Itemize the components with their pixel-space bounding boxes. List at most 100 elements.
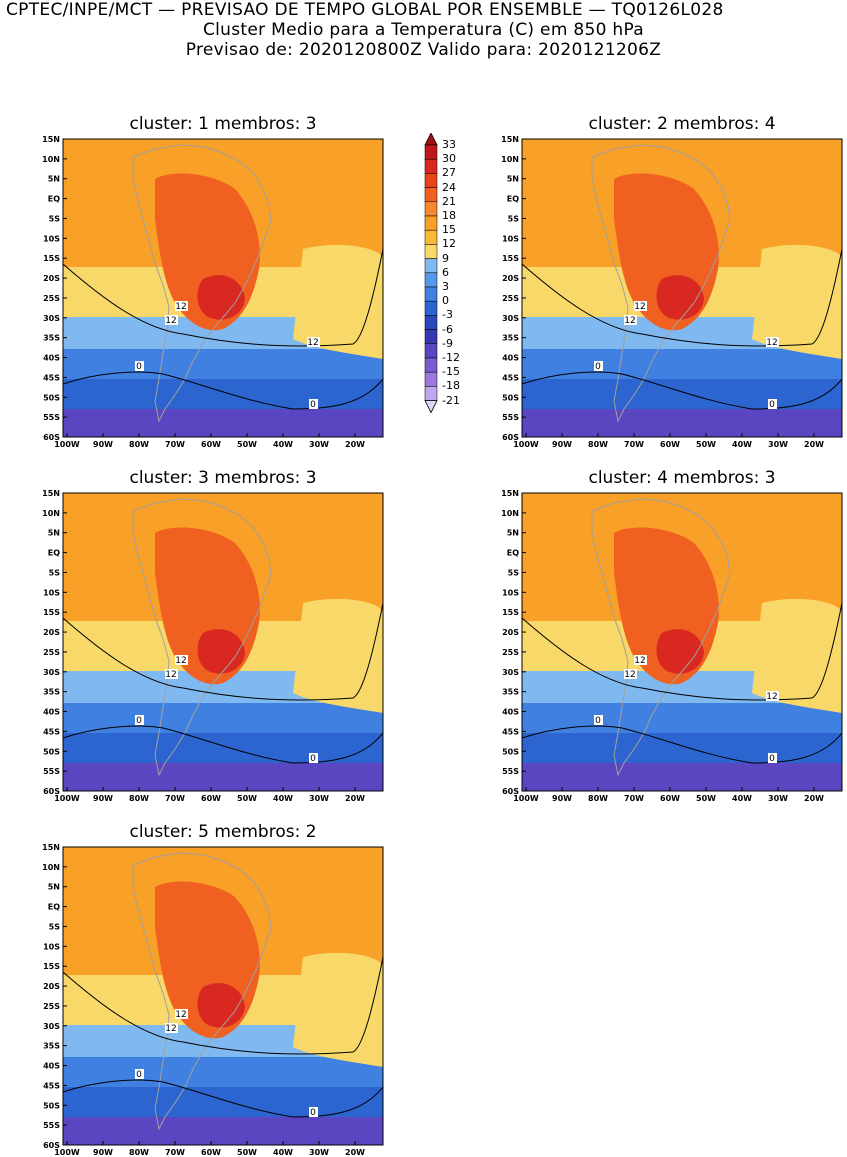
- lat-tick-label: 25S: [43, 294, 60, 303]
- colorbar-swatch: [424, 244, 438, 259]
- lat-tick-label: 10N: [501, 155, 519, 164]
- lat-tick-label: 15N: [42, 135, 60, 144]
- lon-tick-label: 40W: [732, 794, 752, 803]
- colorbar-label: 21: [442, 194, 456, 208]
- lat-tick-label: 20S: [43, 628, 60, 637]
- temperature-band: [522, 349, 842, 379]
- lat-tick-label: 5N: [507, 529, 519, 538]
- colorbar-label: -18: [442, 379, 460, 393]
- lat-tick-label: 50S: [502, 747, 519, 756]
- contour-label-bg: [594, 361, 603, 371]
- lat-tick-label: 50S: [43, 393, 60, 402]
- map-frame: [62, 138, 384, 438]
- colorbar-label: 6: [442, 265, 449, 279]
- lon-tick-label: 20W: [804, 794, 824, 803]
- isotherm-0: [521, 725, 843, 764]
- lon-tick-label: 90W: [93, 794, 113, 803]
- lon-tick-label: 80W: [588, 440, 608, 449]
- isotherm-12: [521, 602, 843, 701]
- isotherm-12: [521, 248, 843, 347]
- temperature-band: [63, 733, 383, 763]
- hot-spot-region: [656, 275, 704, 320]
- temperature-band: [293, 598, 383, 713]
- contour-label-12: 12: [175, 656, 186, 666]
- lat-tick-label: 10S: [43, 234, 60, 243]
- lat-tick-label: 40S: [43, 708, 60, 717]
- contour-label-12: 12: [624, 316, 635, 326]
- colorbar-swatch: [424, 201, 438, 217]
- lat-tick-label: 35S: [43, 1042, 60, 1051]
- continent-outline: [132, 498, 272, 777]
- contour-label-bg: [594, 715, 603, 725]
- cluster-map-panel: cluster: 5 membros: 2 12 12 0 0 15N 10N 5N EQ 5S 1…: [42, 822, 384, 1157]
- contour-label-12: 12: [634, 656, 645, 666]
- lon-tick-label: 40W: [273, 1148, 293, 1157]
- contour-label-12: 12: [624, 670, 635, 680]
- lat-tick-label: 45S: [43, 373, 60, 382]
- lat-tick-label: 15S: [43, 254, 60, 263]
- lon-tick-label: 100W: [513, 794, 539, 803]
- lon-tick-label: 50W: [237, 440, 257, 449]
- isotherm-0: [521, 371, 843, 410]
- lon-tick-label: 20W: [345, 1148, 365, 1157]
- lat-tick-label: 5S: [508, 568, 520, 577]
- contour-label-bg: [175, 301, 188, 311]
- lon-tick-label: 100W: [54, 794, 80, 803]
- temperature-map: 12 12 0 0 15N 10N 5N EQ 5S 10S 15S 20S 25S 30S 35S 40S 4…: [42, 843, 384, 1157]
- temperature-band: [522, 733, 842, 763]
- lat-tick-label: 5N: [507, 175, 519, 184]
- colorbar-swatch: [424, 229, 438, 245]
- lon-tick-label: 50W: [237, 1148, 257, 1157]
- lat-tick-label: 15N: [501, 489, 519, 498]
- temperature-band: [293, 244, 383, 359]
- lon-tick-label: 40W: [273, 440, 293, 449]
- lon-tick-label: 30W: [309, 440, 329, 449]
- lat-tick-label: 25S: [43, 1002, 60, 1011]
- lat-tick-label: 55S: [43, 413, 60, 422]
- contour-label-0: 0: [595, 716, 601, 726]
- header-line2: Cluster Medio para a Temperatura (C) em …: [202, 20, 645, 40]
- temperature-band: [63, 379, 383, 409]
- contour-label-bg: [624, 669, 637, 679]
- map-frame: [62, 846, 384, 1146]
- lon-tick-label: 60W: [660, 794, 680, 803]
- lat-tick-label: 10S: [43, 942, 60, 951]
- colorbar-swatch: [424, 158, 438, 174]
- colorbar-label: 15: [442, 223, 456, 237]
- lat-tick-label: 45S: [502, 373, 519, 382]
- continent-outline: [591, 498, 731, 777]
- lon-tick-label: 60W: [201, 1148, 221, 1157]
- lat-tick-label: EQ: [507, 195, 519, 204]
- lat-tick-label: 30S: [502, 668, 519, 677]
- contour-label-bg: [165, 1023, 178, 1033]
- header-line3: Previsao de: 2020120800Z Valido para: 20…: [185, 40, 662, 60]
- map-frame: [62, 492, 384, 792]
- lat-tick-label: 10N: [501, 509, 519, 518]
- colorbar-label: 33: [442, 138, 456, 151]
- contour-label-12: 12: [165, 670, 176, 680]
- lat-tick-label: 30S: [43, 668, 60, 677]
- lon-tick-label: 50W: [696, 794, 716, 803]
- cluster-map-panel: cluster: 1 membros: 3 12 12 12 0 0 15N 10N 5N EQ 5…: [42, 114, 384, 449]
- cluster-map-panel: cluster: 3 membros: 3 12 12 0 0 15N 10N 5N EQ 5S 1…: [42, 468, 384, 803]
- colorbar-label: -21: [442, 393, 460, 407]
- contour-label-bg: [175, 655, 188, 665]
- contour-label-12: 12: [175, 1010, 186, 1020]
- lon-tick-label: 20W: [345, 440, 365, 449]
- colorbar-swatch: [424, 272, 438, 288]
- lon-tick-label: 40W: [273, 794, 293, 803]
- lat-tick-label: 55S: [502, 767, 519, 776]
- lat-tick-label: 40S: [502, 354, 519, 363]
- lat-tick-label: 10S: [502, 588, 519, 597]
- lat-tick-label: 50S: [43, 1101, 60, 1110]
- contour-label-bg: [624, 315, 637, 325]
- colorbar-swatch: [424, 215, 438, 231]
- hot-spot-region: [197, 983, 245, 1028]
- cluster-title: cluster: 4 membros: 3: [588, 468, 776, 488]
- contour-label-bg: [309, 399, 318, 409]
- lon-tick-label: 80W: [588, 794, 608, 803]
- contour-label-bg: [135, 361, 144, 371]
- colorbar-swatch: [424, 329, 438, 345]
- temperature-band: [293, 952, 383, 1067]
- colorbar-label: 3: [442, 280, 449, 293]
